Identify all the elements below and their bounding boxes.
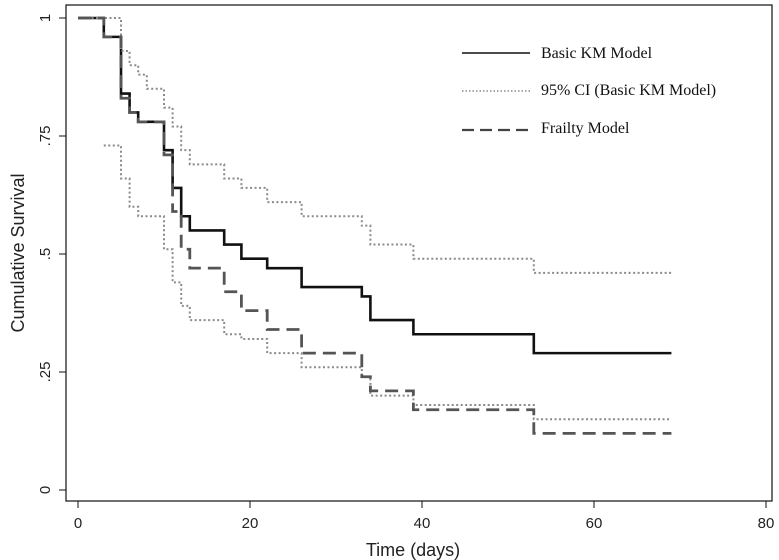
legend-label-frailty: Frailty Model (541, 120, 630, 137)
legend-label-ci: 95% CI (Basic KM Model) (541, 82, 716, 99)
series-line-basic-km (78, 16, 672, 355)
legend: Basic KM Model 95% CI (Basic KM Model) F… (462, 45, 716, 137)
plot-area-frame (65, 4, 773, 502)
y-tick-label: 1 (37, 14, 54, 22)
series-line-frailty (78, 16, 672, 435)
y-tick-label: .75 (37, 126, 54, 147)
x-tick-label: 80 (758, 515, 775, 532)
y-tick-label: .5 (37, 248, 54, 261)
series-line-ci-upper (78, 17, 672, 274)
x-tick-label: 40 (414, 515, 431, 532)
y-tick-label: .25 (37, 362, 54, 383)
x-tick-label: 20 (242, 515, 259, 532)
x-axis-title: Time (days) (366, 540, 460, 560)
x-axis: 0 20 40 60 80 (74, 501, 775, 532)
x-tick-label: 60 (586, 515, 603, 532)
x-tick-label: 0 (74, 515, 82, 532)
y-axis-title: Cumulative Survival (8, 173, 28, 332)
series-line-ci-lower (103, 144, 672, 421)
y-axis: 0 .25 .5 .75 1 (37, 14, 66, 494)
legend-label-basic-km: Basic KM Model (541, 45, 653, 62)
y-tick-label: 0 (37, 486, 54, 494)
series-layer (78, 16, 672, 435)
